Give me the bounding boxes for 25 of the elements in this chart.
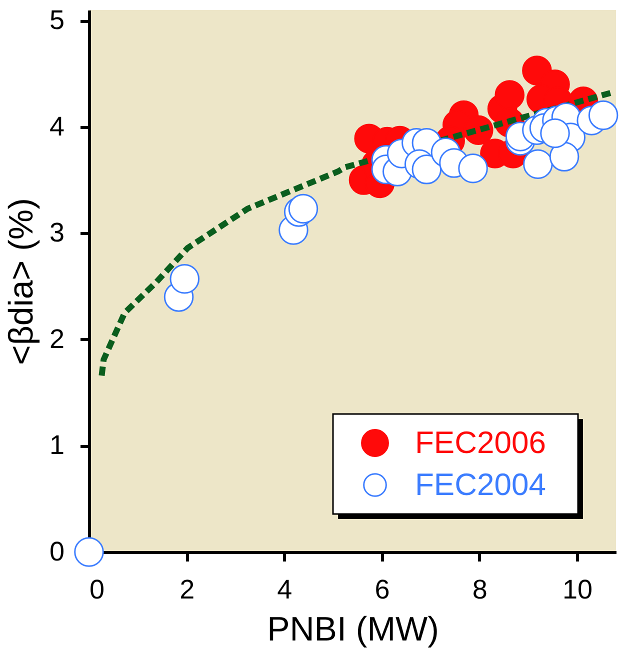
y-tick-label: 3 xyxy=(49,218,64,248)
y-tick-label: 4 xyxy=(49,111,64,142)
point xyxy=(458,153,488,184)
x-tick-label: 4 xyxy=(277,574,292,604)
y-tick-label: 2 xyxy=(49,324,64,354)
point xyxy=(74,537,104,567)
y-tick-label: 5 xyxy=(49,5,64,36)
x-tick-label: 10 xyxy=(562,574,592,604)
x-tick-label: 8 xyxy=(472,574,488,604)
legend-label: FEC2004 xyxy=(415,467,546,502)
y-tick-label: 1 xyxy=(49,430,64,460)
point xyxy=(494,80,525,110)
point xyxy=(523,149,553,179)
x-tick-label: 2 xyxy=(180,574,195,604)
point xyxy=(588,100,618,130)
y-axis-title: <βdia> (%) xyxy=(2,198,40,365)
x-tick-label: 6 xyxy=(374,574,390,604)
point xyxy=(170,264,200,294)
point xyxy=(412,154,442,184)
legend-label: FEC2006 xyxy=(415,425,546,460)
y-tick-label: 0 xyxy=(49,536,64,566)
point xyxy=(288,194,318,224)
x-axis-title: PNBI (MW) xyxy=(267,610,439,648)
point xyxy=(549,142,580,172)
x-tick-label: 0 xyxy=(90,574,105,604)
